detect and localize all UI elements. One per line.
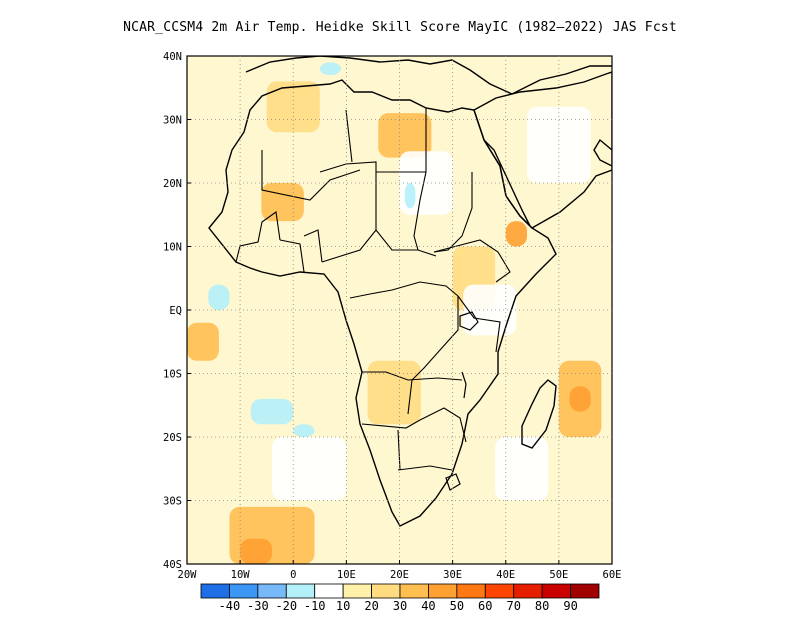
colorbar-swatch <box>229 583 259 599</box>
colorbar-swatch <box>314 583 344 599</box>
colorbar-swatch <box>541 583 571 599</box>
lat-tick-label: 20N <box>163 178 182 190</box>
skill-region <box>293 424 315 437</box>
skill-region <box>250 398 294 425</box>
colorbar-label: -20 <box>275 599 297 613</box>
skill-region <box>272 437 347 501</box>
lon-tick-label: 50E <box>549 569 568 581</box>
lon-tick-label: 0 <box>290 569 296 581</box>
skill-region <box>505 221 527 247</box>
europe-coastline <box>245 56 612 95</box>
skill-region <box>367 360 421 425</box>
colorbar-label: -10 <box>304 599 326 613</box>
lake-victoria <box>459 311 479 331</box>
persian-gulf <box>593 138 612 167</box>
arabia-coastline <box>473 71 612 229</box>
colorbar-swatch <box>257 583 287 599</box>
colorbar-swatch <box>399 583 429 599</box>
longitude-axis: 20W 10W 0 10E 20E 30E 40E 50E 60E <box>178 560 622 581</box>
red-sea <box>483 139 531 227</box>
lesotho <box>445 473 461 491</box>
africa-coastline <box>208 79 557 527</box>
skill-region <box>240 538 272 564</box>
colorbar-swatch <box>513 583 543 599</box>
colorbar-label: -30 <box>247 599 269 613</box>
lake-malawi <box>461 371 467 399</box>
gridlines <box>187 56 612 564</box>
skill-region <box>378 113 432 158</box>
colorbar-swatch <box>428 583 458 599</box>
country-borders <box>235 108 511 471</box>
latitude-axis: 40N 30N 20N 10N EQ 10S 20S 30S 40S <box>163 51 191 571</box>
colorbar-swatch <box>484 583 515 599</box>
colorbar-swatch <box>371 583 401 599</box>
lon-tick-label: 20W <box>178 569 198 581</box>
colorbar-label: 80 <box>535 599 549 613</box>
skill-region <box>208 284 230 310</box>
lat-tick-label: 10N <box>163 242 182 254</box>
skill-region <box>495 437 549 501</box>
colorbar-swatch <box>456 583 486 599</box>
coastlines-borders <box>208 56 612 527</box>
colorbar-label: 40 <box>421 599 435 613</box>
colorbar-label: 30 <box>393 599 407 613</box>
colorbar-label: 60 <box>478 599 492 613</box>
colorbar-label: 70 <box>506 599 520 613</box>
colorbar-swatch <box>570 583 600 599</box>
lon-tick-label: 20E <box>390 569 409 581</box>
chart-title: NCAR_CCSM4 2m Air Temp. Heidke Skill Sco… <box>123 20 677 35</box>
colorbar-label: 90 <box>563 599 577 613</box>
lon-tick-label: 60E <box>603 569 622 581</box>
skill-region <box>569 386 591 412</box>
lat-tick-label: 20S <box>163 432 182 444</box>
skill-region <box>261 183 304 222</box>
colorbar-label: 10 <box>336 599 350 613</box>
madagascar-coastline <box>521 379 557 449</box>
lat-tick-label: 40S <box>163 559 182 571</box>
lat-tick-label: 30S <box>163 496 182 508</box>
colorbar: -40 -30 -20 -10 10 20 30 40 50 60 70 80 90 <box>200 583 600 613</box>
lat-tick-label: EQ <box>169 305 182 317</box>
colorbar-swatch <box>342 583 372 599</box>
lon-tick-label: 10E <box>337 569 356 581</box>
skill-region <box>187 322 219 361</box>
colorbar-swatch <box>200 583 230 599</box>
colorbar-swatch <box>285 583 316 599</box>
lon-tick-label: 10W <box>231 569 251 581</box>
lon-tick-label: 30E <box>443 569 462 581</box>
colorbar-label: 50 <box>450 599 464 613</box>
lat-tick-label: 10S <box>163 369 182 381</box>
colorbar-label: -40 <box>219 599 241 613</box>
colorbar-label: 20 <box>364 599 378 613</box>
lon-tick-label: 40E <box>496 569 515 581</box>
skill-region <box>404 183 416 209</box>
lat-tick-label: 30N <box>163 115 182 127</box>
lat-tick-label: 40N <box>163 51 182 63</box>
skill-region <box>319 62 342 76</box>
